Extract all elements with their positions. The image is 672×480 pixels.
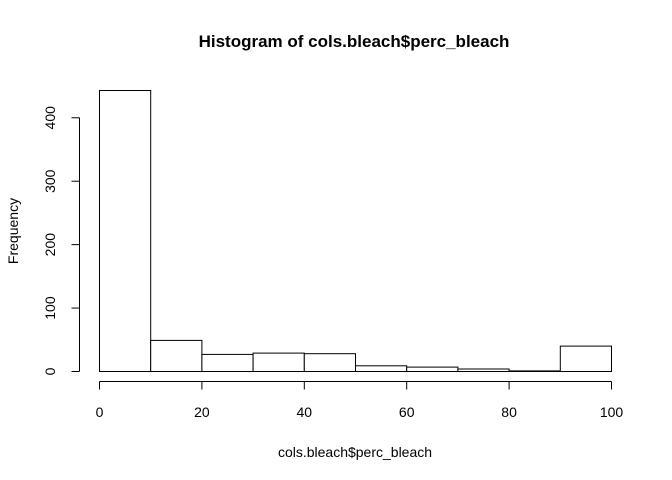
x-tick-label: 100 [600, 404, 624, 420]
x-tick-label: 0 [96, 404, 104, 420]
histogram-bar [406, 366, 459, 373]
chart-title: Histogram of cols.bleach$perc_bleach [199, 32, 510, 51]
x-tick-label: 40 [297, 404, 313, 420]
y-axis: 0 100 200 300 400 [42, 106, 80, 375]
histogram-bar [303, 353, 356, 373]
bars-group [99, 90, 612, 373]
histogram-bar [99, 90, 152, 372]
x-tick-label: 20 [194, 404, 210, 420]
y-axis-label: Frequency [5, 198, 21, 264]
histogram-bar [508, 370, 561, 372]
histogram-bar [559, 345, 612, 373]
x-axis: 0 20 40 60 80 100 [96, 381, 624, 420]
histogram-bar [457, 368, 510, 372]
y-tick-label: 0 [42, 367, 58, 375]
histogram-bar [150, 339, 203, 372]
x-tick-label: 60 [399, 404, 415, 420]
y-tick-label: 300 [42, 169, 58, 193]
y-tick-label: 100 [42, 296, 58, 320]
x-tick-label: 80 [501, 404, 517, 420]
histogram-bar [355, 365, 408, 372]
histogram-bar [201, 353, 254, 372]
y-tick-label: 200 [42, 233, 58, 257]
x-axis-label: cols.bleach$perc_bleach [278, 444, 432, 460]
histogram-bar [252, 352, 305, 373]
y-tick-label: 400 [42, 106, 58, 130]
